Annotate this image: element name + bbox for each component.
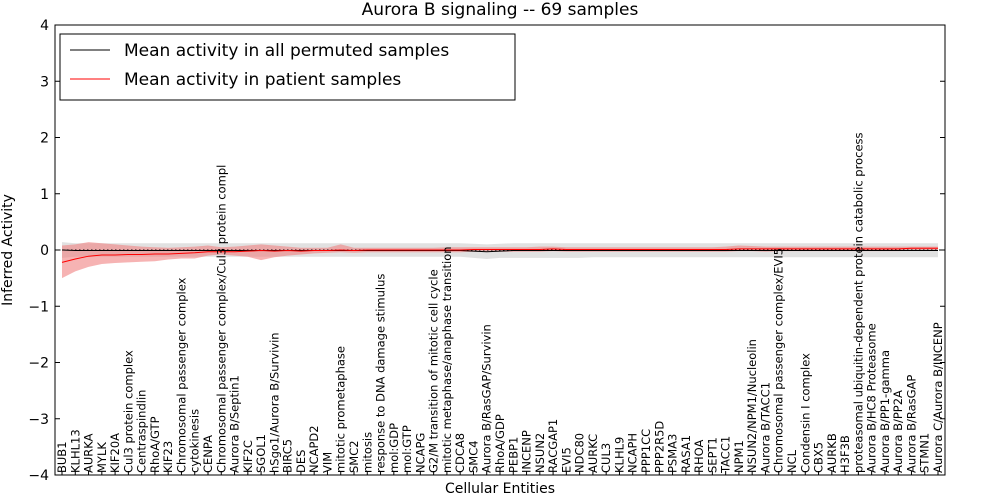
y-tick-label: 2 [40, 131, 49, 147]
x-tick-label: RhoA/GDP [493, 414, 507, 473]
x-tick-label: Aurora B/RasGAP [904, 375, 918, 473]
x-tick-label: KIF2C [241, 440, 255, 473]
x-tick-label: NSUN2 [533, 433, 547, 473]
x-tick-label: CENPA [201, 435, 215, 473]
x-tick-label: AURKB [825, 433, 839, 473]
x-tick-label: BUB1 [55, 441, 69, 473]
x-tick-label: G2/M transition of mitotic cell cycle [427, 269, 441, 473]
y-tick-label: −4 [28, 468, 49, 484]
x-tick-label: EVI5 [559, 447, 573, 473]
x-tick-label: Aurora B/TACC1 [758, 382, 772, 473]
x-tick-label: KIF23 [161, 441, 175, 473]
legend: Mean activity in all permuted samples Mea… [59, 33, 516, 101]
x-tick-label: CDCA8 [453, 433, 467, 473]
x-tick-label: KLHL9 [612, 437, 626, 473]
x-tick-label: STMN1 [918, 433, 932, 473]
x-tick-label: SEPT1 [705, 437, 719, 473]
y-tick-label: 0 [40, 243, 49, 259]
x-tick-label: mitotic prometaphase [334, 346, 348, 473]
x-tick-label: RACGAP1 [546, 419, 560, 473]
x-tick-label: Centraspindlin [135, 390, 149, 473]
legend-label-0: Mean activity in all permuted samples [124, 41, 449, 61]
y-tick-label: −3 [28, 412, 49, 428]
confidence-bands [62, 242, 938, 279]
x-tick-label: RASA1 [679, 435, 693, 473]
x-tick-label: NPM1 [732, 440, 746, 473]
legend-label-1: Mean activity in patient samples [124, 70, 401, 90]
y-axis-label: Inferred Activity [0, 194, 16, 306]
x-tick-label: Chromosomal passenger complex [174, 277, 188, 473]
x-tick-label: H3F3B [838, 435, 852, 473]
x-tick-label: SMC2 [347, 440, 361, 473]
x-tick-label: NCL [785, 449, 799, 473]
x-tick-label: PSMA3 [666, 434, 680, 473]
x-tick-label: CUL3 [599, 443, 613, 473]
chart-title: Aurora B signaling -- 69 samples [362, 0, 639, 20]
x-tick-label: PEBP1 [506, 437, 520, 473]
x-tick-label: NDC80 [573, 433, 587, 473]
x-tick-label: Chromosomal passenger complex/EVI5 [772, 248, 786, 473]
x-tick-label: INCENP [520, 430, 534, 473]
x-tick-label: Aurora C/Aurora B/INCENP [931, 322, 945, 473]
x-axis-label: Cellular Entities [445, 481, 555, 497]
x-tick-label: NCAPH [626, 433, 640, 473]
x-tick-label: Aurora B/RasGAP/Survivin [480, 324, 494, 473]
x-tick-label: SMC4 [466, 440, 480, 473]
x-tick-label: mol:GDP [387, 423, 401, 473]
legend-box [59, 33, 516, 101]
x-tick-label: AURKA [82, 433, 96, 473]
x-tick-label: Condensin I complex [798, 353, 812, 473]
x-tick-label: BIRC5 [281, 439, 295, 473]
x-tick-label: KLHL13 [68, 429, 82, 473]
x-tick-label: RhoA/GTP [148, 416, 162, 473]
x-tick-label: MYLK [95, 442, 109, 473]
line-series-0 [61, 249, 938, 253]
line-series-1 [61, 247, 938, 263]
x-tick-label: cytokinesis [188, 409, 202, 473]
x-tick-label: AURKC [586, 434, 600, 473]
x-tick-label: Aurora B/PP1-gamma [878, 350, 892, 473]
y-tick-label: 3 [40, 74, 49, 90]
x-tick-label: RHOA [692, 440, 706, 473]
x-tick-label: PPP2R5D [652, 421, 666, 473]
series-lines [61, 247, 938, 263]
x-tick-label: response to DNA damage stimulus [374, 274, 388, 473]
y-tick-label: 4 [40, 18, 49, 34]
x-tick-label: Aurora B/Septin1 [228, 375, 242, 473]
y-tick-label: −2 [28, 356, 49, 372]
x-tick-label: proteasomal ubiquitin-dependent protein … [851, 132, 865, 473]
x-tick-label: VIM [320, 452, 334, 473]
x-tick-label: Cul3 protein complex [121, 350, 135, 473]
y-axis: −4 −3 −2 −1 0 1 2 3 4 [28, 18, 945, 484]
x-tick-label: Aurora B/PP2A [891, 390, 905, 473]
x-tick-label: NSUN2/NPM1/Nucleolin [745, 339, 759, 473]
x-tick-label: Chromosomal passenger complex/Cul3 prote… [214, 165, 228, 473]
band-series-1 [62, 242, 938, 279]
x-tick-label: DES [294, 450, 308, 473]
x-tick-label: NCAPD2 [307, 425, 321, 473]
x-tick-label: NCAPG [413, 433, 427, 473]
x-tick-label: PPP1CC [639, 429, 653, 473]
x-tick-label: KIF20A [108, 433, 122, 473]
x-tick-label: TACC1 [719, 436, 733, 474]
x-tick-label: hSgo1/Aurora B/Survivin [267, 332, 281, 473]
x-tick-label: SGOL1 [254, 434, 268, 473]
y-tick-label: 1 [40, 187, 49, 203]
y-tick-label: −1 [28, 299, 49, 315]
x-tick-label: mitosis [360, 432, 374, 473]
x-tick-label: mol:GTP [400, 425, 414, 473]
x-tick-label: Aurora B/HC8 Proteasome [865, 323, 879, 473]
x-tick-label: mitotic metaphase/anaphase transition [440, 246, 454, 473]
x-axis: BUB1 KLHL13 AURKA MYLK KIF20A Cul3 protein co… [55, 132, 945, 475]
x-tick-label: CBX5 [812, 442, 826, 473]
